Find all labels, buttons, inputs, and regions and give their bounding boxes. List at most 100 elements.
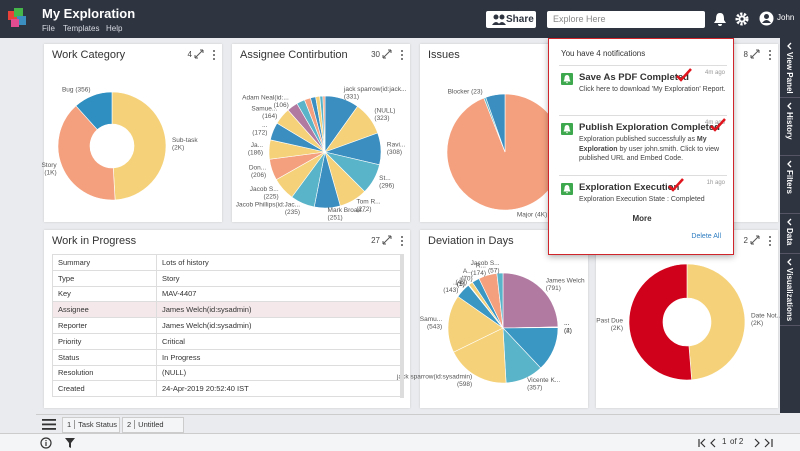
delete-all-link[interactable]: Delete All	[691, 233, 721, 240]
search-placeholder: Explore Here	[553, 14, 606, 24]
field-name: Priority	[52, 332, 157, 350]
slice[interactable]	[57, 105, 116, 201]
widget-actions[interactable]	[194, 49, 220, 61]
user-icon[interactable]	[759, 11, 774, 26]
slice-label: ...	[564, 320, 570, 327]
pager-next-last[interactable]	[752, 437, 774, 449]
info-icon[interactable]	[40, 437, 52, 449]
widget-actions[interactable]	[750, 235, 776, 247]
slice[interactable]	[453, 327, 507, 384]
slice-label: Vicente K...	[527, 377, 560, 384]
side-panel-item[interactable]: Visualizations	[780, 254, 800, 326]
slice-label: ...	[453, 279, 459, 286]
expand-icon[interactable]	[382, 235, 392, 245]
slice[interactable]	[628, 263, 692, 381]
side-panel-item[interactable]: Filters	[780, 156, 800, 214]
widget-card: Deviation in Days James Welch (791)... (2).…	[396, 230, 588, 408]
notifications-panel: You have 4 notifications Save As PDF Com…	[548, 38, 734, 255]
expand-icon[interactable]	[194, 49, 204, 59]
slice-label: (4)	[564, 328, 572, 335]
slice[interactable]	[75, 91, 113, 131]
pager-first-prev[interactable]	[698, 437, 720, 449]
table-row: Reporter James Welch(id:sysadmin)	[52, 317, 402, 334]
table-row: Created 24-Apr-2019 20:52:40 IST	[52, 380, 402, 398]
kebab-dot	[769, 58, 771, 60]
menu-icon[interactable]	[42, 419, 56, 430]
menu-item[interactable]: Help	[106, 24, 123, 33]
search-input[interactable]: Explore Here	[547, 11, 705, 28]
expand-icon[interactable]	[750, 49, 760, 59]
notification-desc: Exploration published successfully as My…	[579, 135, 727, 164]
slice-label: Adam Neal(id:...	[242, 95, 289, 102]
bell-icon[interactable]	[713, 12, 727, 26]
menu-item[interactable]: Templates	[63, 24, 100, 33]
slice-label: ...	[460, 273, 466, 280]
slice[interactable]	[686, 263, 746, 381]
slice[interactable]	[496, 272, 504, 329]
settings-icon[interactable]	[735, 12, 749, 26]
notification-icon	[561, 123, 573, 135]
notification-icon	[561, 183, 573, 195]
slice-label: (57)	[488, 268, 500, 275]
widget-title: Work in Progress	[52, 235, 137, 247]
widget-title: Assignee Contirbution	[240, 49, 348, 61]
side-panel: View Panel History Filters Data Visualizatio…	[780, 38, 800, 413]
tab[interactable]: 1 Task Status	[62, 417, 120, 433]
widget-actions[interactable]	[382, 49, 408, 61]
user-name[interactable]: John	[777, 13, 795, 22]
slice[interactable]	[485, 93, 506, 153]
table-row: Priority Critical	[52, 332, 402, 350]
slice-label: Jacob Phillips(id:Jac...	[236, 202, 300, 209]
widget-count: 2	[743, 236, 748, 245]
widget-count: 30	[371, 50, 380, 59]
pager-page[interactable]: 1	[722, 437, 727, 446]
side-panel-item[interactable]: Data	[780, 214, 800, 254]
slice-label: Samu...	[420, 316, 443, 323]
slice[interactable]	[111, 91, 167, 201]
side-panel-label: Data	[785, 228, 794, 246]
scrollbar[interactable]	[400, 254, 404, 398]
notification[interactable]: Exploration Execution 1h ago Exploration…	[559, 175, 727, 211]
widget-card: Work Category 4 Sub-task (2K) Story (1K) Bug (…	[41, 44, 222, 222]
top-bar: My Exploration File Templates Help Share…	[0, 0, 800, 38]
table-row: Resolution (NULL)	[52, 364, 402, 382]
slice-label: ...	[462, 272, 468, 279]
field-name: Reporter	[52, 317, 157, 334]
bell-glyph	[563, 75, 571, 84]
notification-time: 4m ago	[704, 120, 725, 126]
bell	[563, 185, 571, 194]
desc-text: by user john.smith. Click to view publis…	[579, 145, 720, 163]
menu-item[interactable]: File	[42, 24, 55, 33]
kebab-dot	[769, 240, 771, 242]
filter-icon[interactable]	[64, 437, 76, 449]
slice-label: (174)	[471, 270, 486, 277]
exploration-title: My Exploration	[42, 6, 136, 21]
kebab-dot	[401, 240, 403, 242]
kebab-dot	[401, 236, 403, 238]
field-name: Summary	[52, 254, 157, 271]
slice[interactable]	[447, 296, 504, 353]
kebab-dot	[769, 244, 771, 246]
side-panel-item[interactable]: History	[780, 98, 800, 156]
widget-title: Issues	[428, 49, 460, 61]
widget-actions[interactable]	[750, 49, 776, 61]
desc-bold: My Exploration	[579, 136, 707, 153]
notification[interactable]: Save As PDF Completed 4m ago Click here …	[559, 65, 727, 112]
side-panel-item[interactable]: View Panel	[780, 38, 800, 98]
slice-label: Jacob S...	[471, 260, 500, 267]
widget-card: Assignee Contirbution 30 jack sparrow(id:j…	[232, 44, 410, 222]
notification[interactable]: Publish Exploration Completed 4m ago Exp…	[559, 115, 727, 173]
slice[interactable]	[322, 95, 326, 153]
expand-icon[interactable]	[382, 49, 392, 59]
notification-time: 4m ago	[704, 70, 725, 76]
more-link[interactable]: More	[632, 214, 652, 223]
expand-icon[interactable]	[750, 235, 760, 245]
pie-chart: Major (4K) Blocker (23)	[446, 89, 564, 219]
field-value: James Welch(id:sysadmin)	[156, 301, 402, 319]
logo[interactable]	[8, 8, 30, 30]
share-icon	[492, 14, 506, 25]
slice[interactable]	[502, 272, 559, 329]
widget-actions[interactable]	[382, 235, 408, 247]
